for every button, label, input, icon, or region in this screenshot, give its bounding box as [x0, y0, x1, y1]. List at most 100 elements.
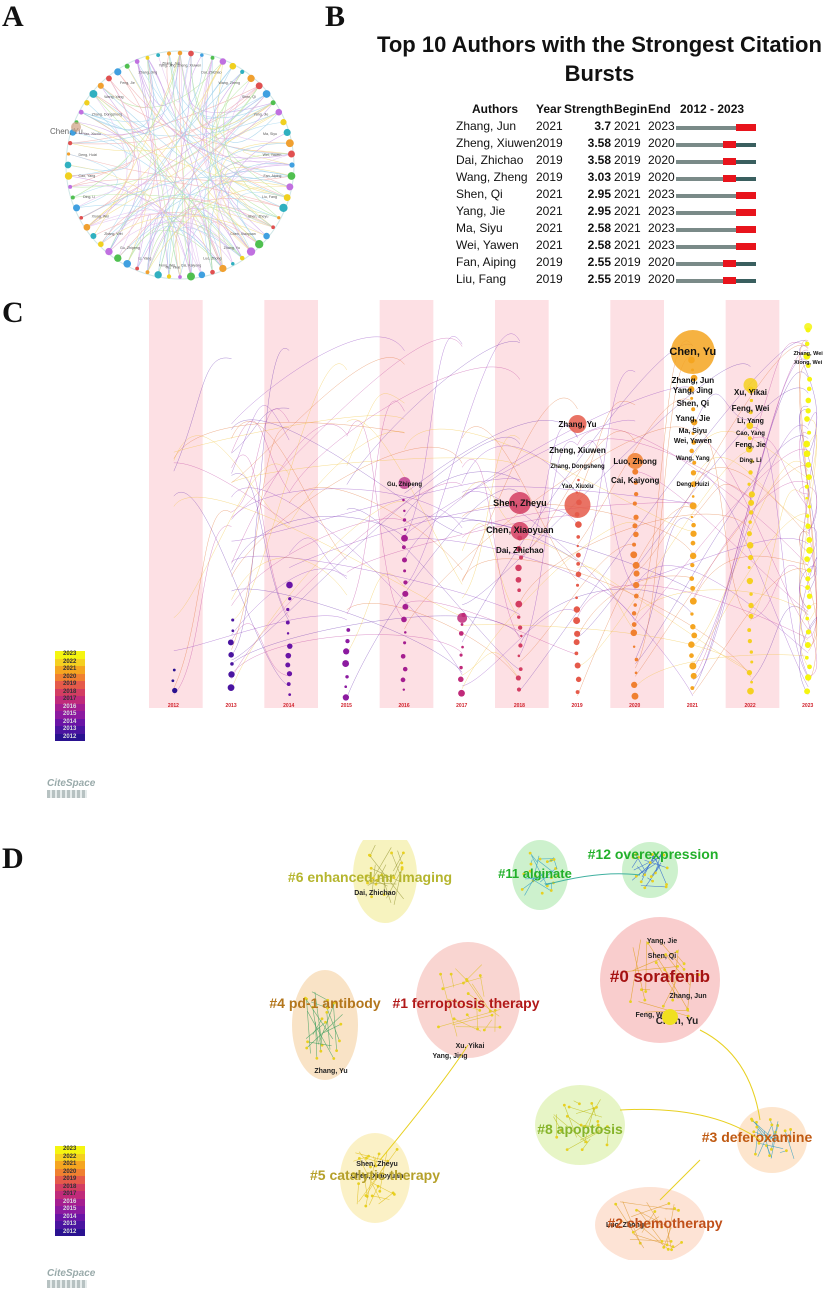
author-node	[339, 1023, 342, 1026]
author-node	[748, 566, 751, 569]
author-node	[459, 631, 464, 636]
burst-strength: 2.95	[564, 187, 611, 201]
burst-after	[736, 177, 756, 181]
author-node	[403, 688, 405, 690]
author-node	[673, 1207, 676, 1210]
author-node	[286, 139, 294, 147]
author-node	[277, 216, 280, 219]
panel-letter-b: B	[325, 0, 345, 34]
author-node	[750, 650, 753, 653]
burst-author: Wang, Zheng	[456, 170, 528, 184]
author-node	[690, 502, 697, 509]
author-node	[640, 880, 643, 883]
author-node	[633, 532, 639, 538]
legend-year: 2017	[55, 1191, 85, 1199]
burst-year: 2019	[536, 153, 563, 167]
author-node	[595, 1106, 598, 1109]
author-node	[71, 195, 75, 199]
author-node	[632, 622, 637, 627]
author-node	[747, 670, 752, 675]
author-node	[576, 584, 579, 587]
author-node	[633, 515, 638, 520]
legend-year: 2016	[55, 1199, 85, 1207]
author-node	[402, 545, 406, 549]
author-node	[575, 651, 579, 655]
legend-year: 2023	[55, 1146, 85, 1154]
burst-author: Wei, Yawen	[456, 238, 519, 252]
author-node	[651, 880, 654, 883]
author-node	[770, 1123, 773, 1126]
author-node	[404, 631, 407, 634]
author-node	[321, 1017, 324, 1020]
cluster-label: #4 pd-1 antibody	[269, 995, 380, 1011]
author-node	[805, 656, 809, 660]
author-node	[807, 593, 812, 598]
author-node	[748, 500, 754, 506]
timezone-author-label: Chen, Yu	[669, 346, 716, 358]
burst-author: Zhang, Jun	[456, 119, 516, 133]
burst-begin: 2021	[614, 238, 641, 252]
author-node	[187, 272, 195, 280]
burst-end: 2023	[648, 204, 675, 218]
author-node	[220, 58, 227, 65]
cluster-label: #6 enhanced mr imaging	[288, 869, 452, 885]
citation-link	[800, 409, 817, 531]
major-author-node	[565, 492, 591, 518]
author-node	[632, 693, 639, 700]
author-node	[563, 1104, 566, 1107]
author-node	[632, 469, 638, 475]
legend-year: 2021	[55, 1161, 85, 1169]
burst-end: 2023	[648, 238, 675, 252]
author-node	[691, 470, 696, 475]
author-node	[287, 632, 289, 634]
timezone-author-label: Feng, Wei	[732, 404, 770, 413]
author-node	[807, 605, 811, 609]
legend-year: 2021	[55, 666, 85, 674]
author-node	[365, 1194, 368, 1197]
citespace-logo-text: CiteSpace	[47, 778, 95, 789]
timezone-author-label: Shen, Zheyu	[493, 498, 547, 508]
timezone-author-label: Zhang, Wei	[794, 351, 824, 357]
burst-timeline	[676, 279, 756, 283]
timezone-author-label: Gu, Zhipeng	[387, 482, 422, 488]
burst-timeline	[676, 211, 756, 215]
author-node	[807, 431, 811, 435]
author-node-label: Yang, Jing	[159, 64, 176, 68]
burst-interval	[736, 243, 756, 250]
author-node	[566, 1148, 569, 1151]
author-node	[79, 110, 84, 115]
author-node	[529, 852, 532, 855]
author-node	[518, 655, 521, 658]
author-node	[690, 598, 697, 605]
year-axis-label: 2019	[572, 703, 583, 709]
cluster-hull	[292, 970, 358, 1080]
timezone-author-label: Chen, Xiaoyuan	[486, 525, 554, 535]
author-node-label: Cao, Yang	[79, 174, 96, 178]
legend-year: 2019	[55, 1176, 85, 1184]
author-node	[343, 648, 349, 654]
author-node	[686, 1009, 689, 1012]
year-legend-d: 2023 2022 2021 2020 2019 2018 2017 2016 2015 2014…	[55, 1146, 85, 1236]
author-node	[575, 596, 578, 599]
year-axis-label: 2016	[399, 703, 410, 709]
author-node	[661, 1240, 664, 1243]
author-node	[750, 399, 753, 402]
author-node	[632, 611, 636, 615]
author-node	[228, 684, 235, 691]
author-node	[390, 852, 393, 855]
author-node	[806, 629, 811, 634]
author-node	[325, 1011, 328, 1014]
author-node	[280, 119, 286, 125]
citespace-logo-d: CiteSpace	[47, 1268, 95, 1288]
author-node	[546, 860, 549, 863]
legend-year: 2013	[55, 726, 85, 734]
legend-year: 2012	[55, 1229, 85, 1237]
author-node	[135, 267, 139, 271]
timezone-author-label: Deng, Huizi	[676, 482, 709, 488]
author-node	[806, 537, 812, 543]
author-node	[515, 601, 522, 608]
burst-strength: 2.95	[564, 204, 611, 218]
burst-timeline	[676, 228, 756, 232]
author-node	[167, 274, 171, 278]
author-node	[747, 578, 753, 584]
